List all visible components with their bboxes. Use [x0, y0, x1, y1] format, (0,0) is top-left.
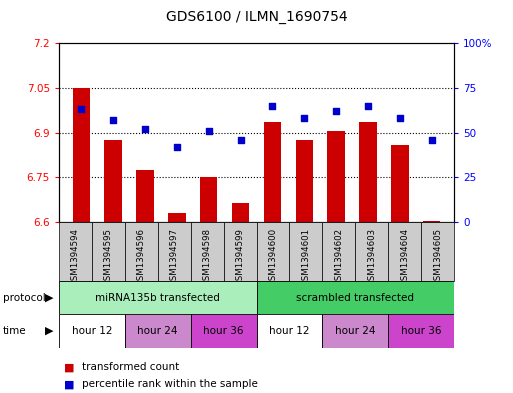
Bar	[264, 122, 281, 222]
Bar	[295, 140, 313, 222]
Bar	[136, 170, 154, 222]
Bar	[388, 222, 421, 281]
Text: percentile rank within the sample: percentile rank within the sample	[82, 379, 258, 389]
Text: hour 36: hour 36	[401, 326, 441, 336]
Bar	[191, 222, 224, 281]
Bar	[224, 222, 256, 281]
Text: GSM1394601: GSM1394601	[301, 228, 310, 286]
Text: ▶: ▶	[45, 293, 54, 303]
Bar	[359, 122, 377, 222]
Text: GSM1394600: GSM1394600	[268, 228, 278, 286]
Text: GSM1394605: GSM1394605	[433, 228, 442, 286]
Point	[205, 128, 213, 134]
Text: ■: ■	[64, 362, 74, 373]
Text: GSM1394603: GSM1394603	[367, 228, 376, 286]
Bar	[92, 222, 125, 281]
Text: GDS6100 / ILMN_1690754: GDS6100 / ILMN_1690754	[166, 10, 347, 24]
Bar	[391, 145, 409, 222]
Text: GSM1394598: GSM1394598	[203, 228, 212, 286]
Text: GSM1394594: GSM1394594	[71, 228, 80, 286]
Bar	[200, 177, 218, 222]
Point	[236, 137, 245, 143]
Text: ■: ■	[64, 379, 74, 389]
Point	[428, 137, 436, 143]
Bar	[232, 203, 249, 222]
Bar	[423, 220, 441, 222]
Text: hour 24: hour 24	[137, 326, 178, 336]
Bar	[256, 281, 454, 314]
Text: GSM1394604: GSM1394604	[400, 228, 409, 286]
Point	[396, 115, 404, 121]
Text: ▶: ▶	[45, 326, 54, 336]
Point	[141, 126, 149, 132]
Bar	[125, 222, 158, 281]
Bar	[388, 314, 454, 348]
Text: protocol: protocol	[3, 293, 45, 303]
Bar	[256, 314, 322, 348]
Point	[332, 108, 340, 114]
Text: GSM1394596: GSM1394596	[137, 228, 146, 286]
Bar	[59, 222, 92, 281]
Bar	[191, 314, 256, 348]
Text: GSM1394595: GSM1394595	[104, 228, 113, 286]
Bar	[256, 222, 289, 281]
Bar	[72, 88, 90, 222]
Bar	[125, 314, 191, 348]
Text: scrambled transfected: scrambled transfected	[296, 293, 415, 303]
Bar	[59, 314, 125, 348]
Point	[77, 106, 85, 112]
Text: hour 36: hour 36	[203, 326, 244, 336]
Bar	[289, 222, 322, 281]
Point	[300, 115, 308, 121]
Text: hour 12: hour 12	[72, 326, 112, 336]
Text: miRNA135b transfected: miRNA135b transfected	[95, 293, 220, 303]
Bar	[322, 222, 355, 281]
Bar	[104, 140, 122, 222]
Bar	[421, 222, 454, 281]
Text: transformed count: transformed count	[82, 362, 180, 373]
Bar	[355, 222, 388, 281]
Text: GSM1394602: GSM1394602	[334, 228, 343, 286]
Text: time: time	[3, 326, 26, 336]
Text: hour 12: hour 12	[269, 326, 310, 336]
Text: GSM1394597: GSM1394597	[170, 228, 179, 286]
Bar	[322, 314, 388, 348]
Text: GSM1394599: GSM1394599	[235, 228, 245, 286]
Bar	[168, 213, 186, 222]
Point	[109, 117, 117, 123]
Bar	[327, 131, 345, 222]
Point	[173, 144, 181, 150]
Point	[268, 103, 277, 109]
Point	[364, 103, 372, 109]
Bar	[59, 281, 256, 314]
Bar	[158, 222, 191, 281]
Text: hour 24: hour 24	[335, 326, 376, 336]
